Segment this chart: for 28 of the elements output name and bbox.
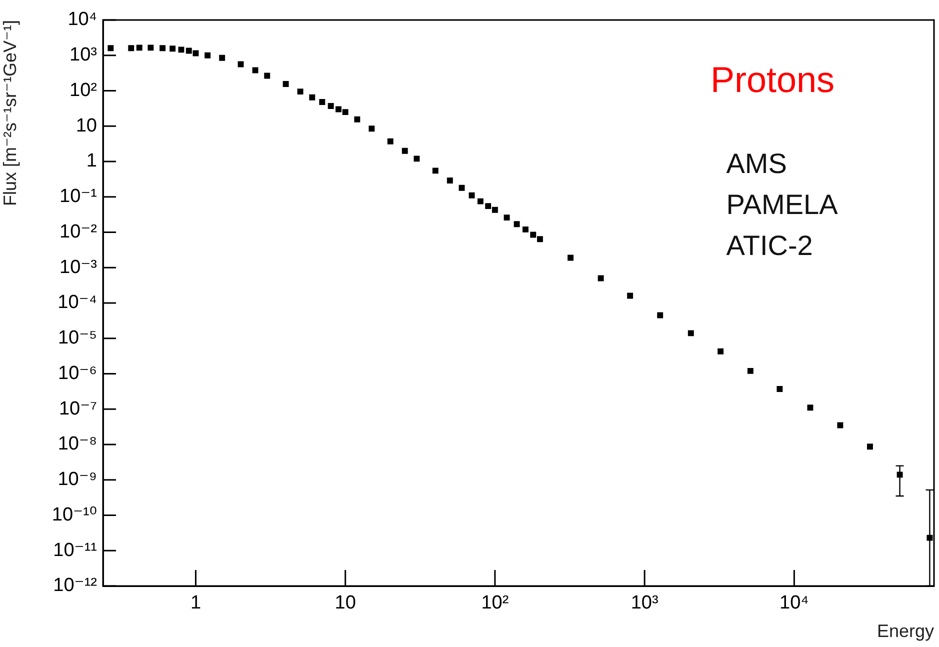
x-tick-label: 10⁴ [780, 592, 809, 614]
y-tick-label: 10⁻¹¹ [53, 540, 97, 561]
y-tick-label: 10⁻⁸ [58, 434, 97, 455]
y-axis-title: Flux [m⁻²s⁻¹sr⁻¹GeV⁻¹] [0, 20, 20, 206]
text: Protons [710, 59, 835, 100]
y-tick-label: 10⁴ [68, 9, 97, 30]
y-tick-label: 10⁻¹² [53, 575, 97, 596]
annotation: ATIC-2 [726, 230, 813, 261]
y-tick-label: 10⁻⁴ [58, 292, 97, 314]
x-tick-label: 10³ [630, 592, 658, 614]
y-tick-label: 10⁻⁵ [58, 328, 97, 349]
x-axis-title: Energy [876, 621, 934, 642]
x-tick-label: 10² [481, 592, 509, 614]
annotation: AMS [726, 148, 787, 179]
x-tick-label: 10 [334, 592, 356, 614]
annotation: PAMELA [726, 189, 838, 220]
y-tick-label: 10⁻³ [60, 256, 97, 278]
y-tick-label: 10⁻¹ [60, 186, 97, 208]
y-tick-label: 10⁻⁹ [58, 469, 97, 490]
y-tick-label: 10⁻² [60, 221, 97, 242]
y-tick-label: 10⁻⁶ [58, 362, 97, 384]
y-tick-label: 1 [86, 150, 97, 172]
y-tick-label: 10⁻¹⁰ [52, 504, 97, 526]
y-tick-label: 10 [76, 115, 97, 136]
y-tick-label: 10⁻⁷ [58, 398, 98, 420]
y-tick-label: 10² [70, 80, 97, 101]
y-tick-label: 10³ [70, 44, 97, 66]
x-tick-label: 1 [190, 592, 202, 614]
